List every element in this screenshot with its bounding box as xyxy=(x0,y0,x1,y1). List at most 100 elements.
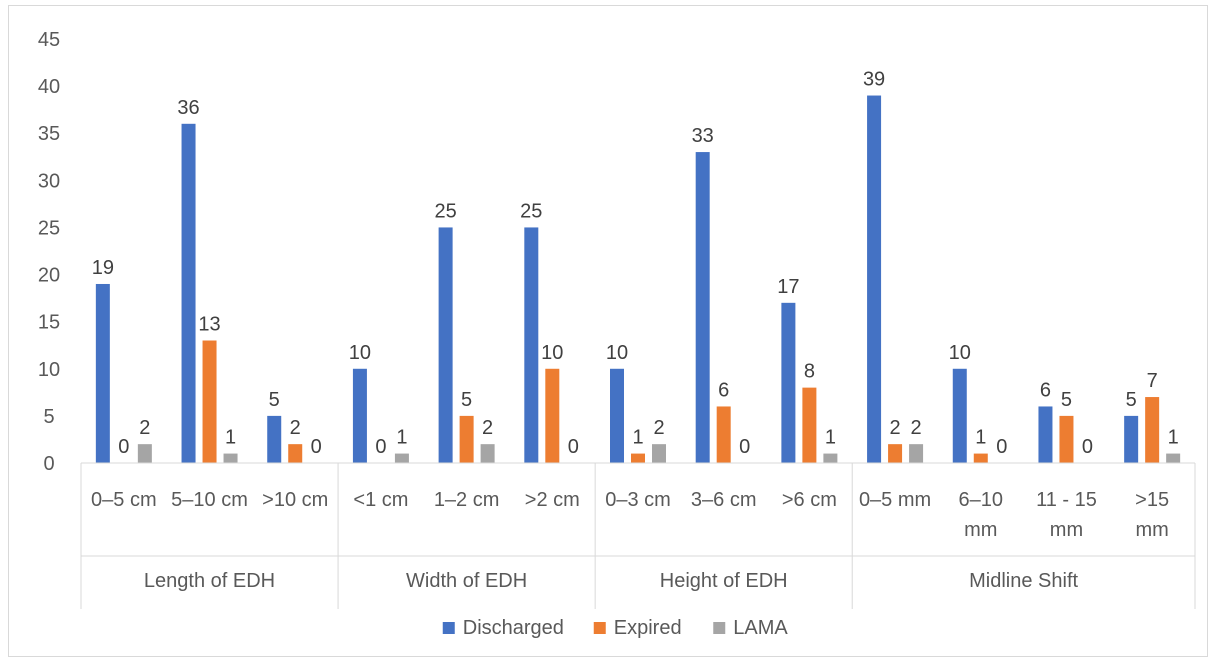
data-label: 1 xyxy=(1168,427,1179,449)
category-label: >15 xyxy=(1135,489,1169,511)
bar-lama xyxy=(480,444,495,463)
bar-discharged xyxy=(781,302,796,463)
data-label: 10 xyxy=(541,342,563,364)
bar-expired xyxy=(973,453,988,463)
data-label: 17 xyxy=(777,276,799,298)
data-label: 2 xyxy=(911,417,922,439)
y-tick-label: 35 xyxy=(38,123,60,145)
data-label: 19 xyxy=(92,257,114,279)
bar-discharged xyxy=(695,152,710,464)
data-label: 0 xyxy=(375,436,386,458)
data-label: 33 xyxy=(692,125,714,147)
data-label: 7 xyxy=(1147,370,1158,392)
data-label: 2 xyxy=(482,417,493,439)
bar-expired xyxy=(202,340,217,463)
data-label: 8 xyxy=(804,361,815,383)
category-label: <1 cm xyxy=(353,489,408,511)
bar-discharged xyxy=(1038,406,1053,463)
bar-discharged xyxy=(610,368,624,463)
data-label: 0 xyxy=(118,436,129,458)
category-label: 1–2 cm xyxy=(434,489,500,511)
data-label: 10 xyxy=(949,342,971,364)
category-label: 0–3 cm xyxy=(605,489,671,511)
data-label: 13 xyxy=(198,314,220,336)
bars xyxy=(95,95,1181,464)
bar-lama xyxy=(394,453,409,463)
group-label: Midline Shift xyxy=(969,570,1078,592)
bar-lama xyxy=(652,444,666,463)
data-label: 1 xyxy=(825,427,836,449)
bar-discharged xyxy=(867,95,882,464)
bar-lama xyxy=(137,444,152,463)
data-label: 5 xyxy=(461,389,472,411)
legend-label-discharged: Discharged xyxy=(463,617,564,639)
bar-lama xyxy=(223,453,238,463)
y-tick-label: 20 xyxy=(38,265,60,287)
bar-discharged xyxy=(1124,415,1139,463)
category-label: 5–10 cm xyxy=(171,489,248,511)
y-tick-label: 15 xyxy=(38,312,60,334)
y-tick-label: 0 xyxy=(43,453,54,475)
bar-expired xyxy=(459,415,474,463)
y-tick-label: 45 xyxy=(38,29,60,51)
category-label: 3–6 cm xyxy=(691,489,757,511)
data-label: 25 xyxy=(520,200,542,222)
bar-discharged xyxy=(352,368,367,463)
bar-discharged xyxy=(181,123,196,464)
category-label: 6–10 xyxy=(959,489,1004,511)
legend-label-expired: Expired xyxy=(614,617,682,639)
data-label: 5 xyxy=(1126,389,1137,411)
bar-discharged xyxy=(952,368,967,463)
legend-swatch-expired xyxy=(593,622,606,634)
data-label: 10 xyxy=(606,342,628,364)
data-label: 36 xyxy=(177,97,199,119)
data-label: 39 xyxy=(863,69,885,91)
legend-swatch-lama xyxy=(713,622,726,634)
bar-expired xyxy=(631,453,645,463)
data-label: 0 xyxy=(568,436,579,458)
data-label: 1 xyxy=(225,427,236,449)
category-label: mm xyxy=(1050,519,1083,541)
bar-discharged xyxy=(524,227,539,463)
group-label: Length of EDH xyxy=(144,570,275,592)
bar-lama xyxy=(909,444,924,463)
y-axis: 0 5 10 15 20 25 30 35 40 45 xyxy=(38,29,60,475)
y-tick-label: 40 xyxy=(38,76,60,98)
legend-label-lama: LAMA xyxy=(733,617,788,639)
legend: Discharged Expired LAMA xyxy=(442,617,788,639)
data-label: 0 xyxy=(739,436,750,458)
bar-expired xyxy=(288,444,303,463)
bar-expired xyxy=(545,368,560,463)
data-label: 25 xyxy=(434,200,456,222)
category-label: >2 cm xyxy=(525,489,580,511)
bar-discharged xyxy=(438,227,453,463)
category-label: 0–5 cm xyxy=(91,489,157,511)
data-label: 10 xyxy=(349,342,371,364)
y-tick-label: 25 xyxy=(38,217,60,239)
data-label: 5 xyxy=(269,389,280,411)
bar-expired xyxy=(1145,397,1160,463)
data-label: 2 xyxy=(890,417,901,439)
bar-discharged xyxy=(95,283,110,463)
group-label: Width of EDH xyxy=(406,570,527,592)
y-tick-label: 30 xyxy=(38,170,60,192)
group-label: Height of EDH xyxy=(660,570,788,592)
data-label: 6 xyxy=(718,379,729,401)
data-label: 0 xyxy=(1082,436,1093,458)
legend-swatch-discharged xyxy=(442,622,455,634)
data-label: 2 xyxy=(290,417,301,439)
bar-expired xyxy=(716,406,731,463)
y-tick-label: 5 xyxy=(43,406,54,428)
category-label: mm xyxy=(964,519,997,541)
y-tick-label: 10 xyxy=(38,359,60,381)
bar-expired xyxy=(1059,415,1074,463)
data-label: 1 xyxy=(396,427,407,449)
data-label: 0 xyxy=(996,436,1007,458)
category-label: >10 cm xyxy=(262,489,328,511)
bar-discharged xyxy=(267,415,282,463)
data-label: 1 xyxy=(632,427,643,449)
bar-expired xyxy=(802,387,817,463)
category-label: 11 - 15 xyxy=(1036,489,1097,511)
category-label: mm xyxy=(1135,519,1168,541)
